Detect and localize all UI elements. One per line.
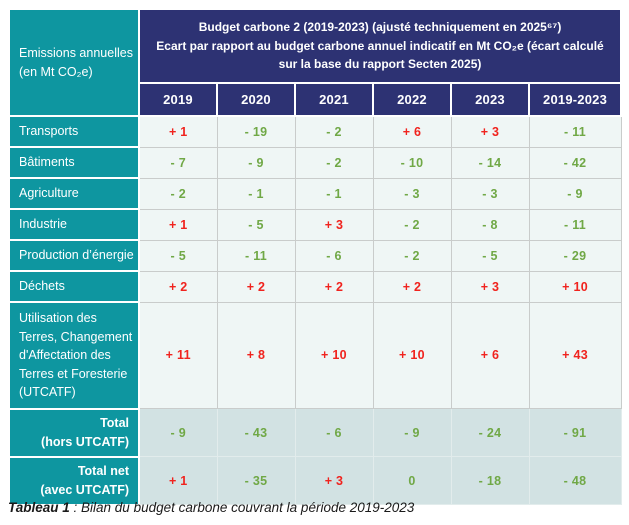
- row-label-batiments: Bâtiments: [8, 146, 140, 179]
- table-caption: Tableau 1 : Bilan du budget carbone couv…: [8, 500, 414, 515]
- value-cell: + 10: [372, 301, 452, 409]
- value-cell: - 18: [450, 456, 530, 505]
- table-row: Production d’énergie - 5 - 11 - 6 - 2 - …: [8, 239, 622, 272]
- row-label-production-energie: Production d’énergie: [8, 239, 140, 272]
- value-cell: + 3: [294, 208, 374, 241]
- table-header-row: Emissions annuelles (en Mt CO₂e) Budget …: [8, 8, 623, 117]
- row-label-industrie: Industrie: [8, 208, 140, 241]
- value-cell: + 2: [138, 270, 218, 303]
- value-cell: - 5: [216, 208, 296, 241]
- row-label-total-net-avec-utcatf: Total net (avec UTCATF): [8, 455, 140, 506]
- corner-header-line1: Emissions annuelles: [19, 45, 133, 60]
- value-cell: + 6: [450, 301, 530, 409]
- value-cell: + 1: [138, 115, 218, 148]
- year-header-2023: 2023: [450, 82, 530, 117]
- value-cell: - 5: [450, 239, 530, 272]
- value-cell: + 3: [450, 115, 530, 148]
- value-cell: + 43: [528, 301, 622, 409]
- value-cell: - 3: [450, 177, 530, 210]
- total-row: Total (hors UTCATF) - 9 - 43 - 6 - 9 - 2…: [8, 407, 622, 458]
- value-cell: - 48: [528, 456, 622, 505]
- carbon-budget-table: Emissions annuelles (en Mt CO₂e) Budget …: [8, 8, 623, 506]
- value-cell: + 3: [294, 456, 374, 505]
- value-cell: - 11: [528, 115, 622, 148]
- value-cell: - 24: [450, 408, 530, 457]
- row-label-utcatf: Utilisation des Terres, Changement d'Aff…: [8, 301, 140, 410]
- value-cell: - 8: [450, 208, 530, 241]
- value-cell: - 1: [216, 177, 296, 210]
- value-cell: + 11: [138, 301, 218, 409]
- value-cell: + 1: [138, 208, 218, 241]
- table-row: Déchets + 2 + 2 + 2 + 2 + 3 + 10: [8, 270, 622, 303]
- value-cell: - 43: [216, 408, 296, 457]
- value-cell: - 1: [294, 177, 374, 210]
- value-cell: - 91: [528, 408, 622, 457]
- value-cell: + 2: [294, 270, 374, 303]
- value-cell: - 10: [372, 146, 452, 179]
- value-cell: - 9: [138, 408, 218, 457]
- corner-header: Emissions annuelles (en Mt CO₂e): [8, 8, 140, 117]
- value-cell: - 3: [372, 177, 452, 210]
- value-cell: + 1: [138, 456, 218, 505]
- value-cell: - 2: [294, 146, 374, 179]
- value-cell: - 14: [450, 146, 530, 179]
- value-cell: + 2: [216, 270, 296, 303]
- total-label-line1: Total: [100, 415, 129, 430]
- value-cell: - 29: [528, 239, 622, 272]
- total-row: Total net (avec UTCATF) + 1 - 35 + 3 0 -…: [8, 455, 622, 506]
- value-cell: + 6: [372, 115, 452, 148]
- value-cell: + 3: [450, 270, 530, 303]
- year-header-row: 2019 2020 2021 2022 2023 2019-2023: [9, 82, 623, 117]
- total-label-line2: (avec UTCATF): [40, 482, 129, 497]
- value-cell: - 35: [216, 456, 296, 505]
- row-label-agriculture: Agriculture: [8, 177, 140, 210]
- caption-label: Tableau 1: [8, 500, 70, 515]
- year-header-2022: 2022: [372, 82, 452, 117]
- value-cell: - 2: [372, 239, 452, 272]
- table-row: Agriculture - 2 - 1 - 1 - 3 - 3 - 9: [8, 177, 622, 210]
- value-cell: 0: [372, 456, 452, 505]
- value-cell: - 6: [294, 408, 374, 457]
- value-cell: + 2: [372, 270, 452, 303]
- row-label-dechets: Déchets: [8, 270, 140, 303]
- value-cell: - 6: [294, 239, 374, 272]
- value-cell: - 9: [372, 408, 452, 457]
- value-cell: - 2: [294, 115, 374, 148]
- value-cell: - 2: [372, 208, 452, 241]
- value-cell: - 9: [528, 177, 622, 210]
- value-cell: + 8: [216, 301, 296, 409]
- year-header-range: 2019-2023: [527, 82, 623, 117]
- caption-text: : Bilan du budget carbone couvrant la pé…: [69, 500, 415, 515]
- table-title-line1: Budget carbone 2 (2019-2023) (ajusté tec…: [198, 20, 562, 35]
- value-cell: - 11: [216, 239, 296, 272]
- row-label-transports: Transports: [8, 115, 140, 148]
- value-cell: - 19: [216, 115, 296, 148]
- total-label-line1: Total net: [77, 463, 129, 478]
- table-row: Industrie + 1 - 5 + 3 - 2 - 8 - 11: [8, 208, 622, 241]
- table-row: Bâtiments - 7 - 9 - 2 - 10 - 14 - 42: [8, 146, 622, 179]
- table-title: Budget carbone 2 (2019-2023) (ajusté tec…: [137, 8, 623, 84]
- value-cell: - 7: [138, 146, 218, 179]
- corner-header-line2: (en Mt CO₂e): [19, 64, 93, 79]
- year-header-2021: 2021: [294, 82, 374, 117]
- year-header-2020: 2020: [216, 82, 296, 117]
- table-row: Transports + 1 - 19 - 2 + 6 + 3 - 11: [8, 115, 622, 148]
- year-header-2019: 2019: [138, 82, 218, 117]
- value-cell: + 10: [294, 301, 374, 409]
- total-label-line2: (hors UTCATF): [41, 434, 129, 449]
- value-cell: + 10: [528, 270, 622, 303]
- table-row: Utilisation des Terres, Changement d'Aff…: [8, 301, 622, 410]
- value-cell: - 9: [216, 146, 296, 179]
- value-cell: - 2: [138, 177, 218, 210]
- table-title-line2: Ecart par rapport au budget carbone annu…: [156, 38, 604, 72]
- value-cell: - 11: [528, 208, 622, 241]
- value-cell: - 5: [138, 239, 218, 272]
- value-cell: - 42: [528, 146, 622, 179]
- row-label-total-hors-utcatf: Total (hors UTCATF): [8, 407, 140, 458]
